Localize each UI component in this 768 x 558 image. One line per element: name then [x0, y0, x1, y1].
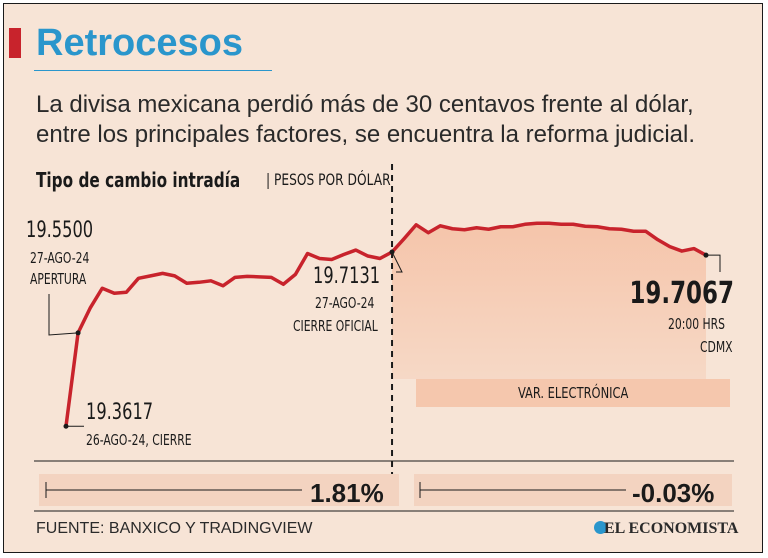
subtitle: La divisa mexicana perdió más de 30 cent…	[36, 91, 695, 148]
open-point-marker	[75, 330, 81, 336]
start-label: 26-AGO-24, CIERRE	[86, 431, 192, 449]
chart-title: Tipo de cambio intradía	[36, 168, 241, 192]
start-value: 19.3617	[86, 400, 154, 425]
open-label: APERTURA	[30, 270, 87, 288]
start-point-marker	[63, 423, 69, 429]
title-accent-bar	[9, 28, 21, 58]
brand-name: EL ECONOMISTA	[604, 520, 739, 537]
last-leader-line	[706, 254, 721, 272]
open-date: 27-AGO-24	[30, 249, 90, 267]
chart-unit: | PESOS POR DÓLAR	[266, 170, 391, 189]
electronic-variation-label: VAR. ELECTRÓNICA	[518, 384, 629, 402]
electronic-variation-box	[416, 379, 730, 407]
open-value: 19.5500	[26, 218, 94, 243]
source-note: FUENTE: BANXICO Y TRADINGVIEW	[36, 520, 313, 537]
infographic: Retrocesos La divisa mexicana perdió más…	[3, 3, 763, 553]
line-chart	[34, 164, 734, 512]
electronic-session-shade	[392, 223, 706, 379]
official-leader-line	[391, 251, 403, 273]
brand-logo-icon	[594, 521, 607, 534]
electronic-variation: -0.03%	[632, 478, 715, 508]
last-time: 20:00 HRS	[668, 315, 726, 333]
open-leader-line	[48, 294, 79, 336]
title-underline	[34, 70, 272, 71]
official-label: CIERRE OFICIAL	[293, 317, 378, 335]
official-variation: 1.81%	[310, 478, 384, 508]
last-place: CDMX	[700, 338, 733, 356]
official-date: 27-AGO-24	[315, 294, 375, 312]
last-value: 19.7067	[629, 276, 734, 311]
chart-unit-text: PESOS POR DÓLAR	[274, 170, 391, 189]
official-value: 19.7131	[313, 264, 381, 289]
last-point-marker	[703, 252, 709, 258]
page-title: Retrocesos	[36, 22, 243, 64]
usd-mxn-series-line	[64, 221, 708, 428]
official-point-marker	[389, 249, 395, 255]
